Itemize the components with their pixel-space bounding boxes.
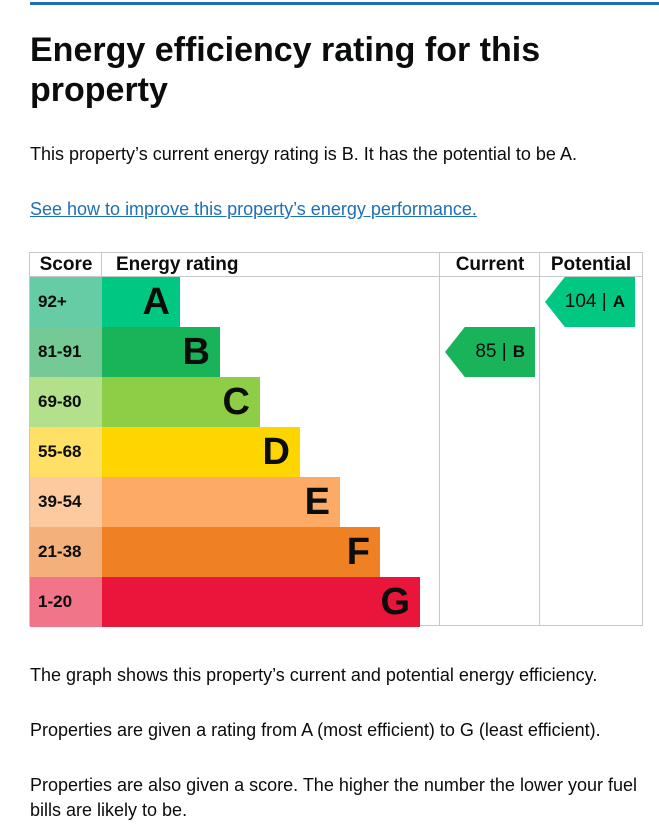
current-arrow: 85 | B bbox=[445, 327, 535, 377]
rating-bar: D bbox=[102, 427, 300, 477]
column-header: Potential bbox=[550, 254, 632, 275]
rating-bar: A bbox=[102, 277, 180, 327]
intro: This property’s current energy rating is… bbox=[30, 144, 577, 164]
rating-bar: G bbox=[102, 577, 420, 627]
score-range: 92+ bbox=[30, 277, 102, 327]
column-header: Energy rating bbox=[116, 254, 239, 275]
rating-bar: C bbox=[102, 377, 260, 427]
paragraph: Properties are also given a score. The h… bbox=[30, 775, 637, 820]
column-rule bbox=[539, 253, 540, 625]
score-range: 69-80 bbox=[30, 377, 102, 427]
paragraph: Properties are given a rating from A (mo… bbox=[30, 720, 601, 740]
potential-band: A bbox=[612, 292, 625, 311]
rating-table: Score Energy rating Current Potential 92+ A 81… bbox=[29, 252, 643, 627]
rating-bar: B bbox=[102, 327, 220, 377]
score-range: 81-91 bbox=[30, 327, 102, 377]
score-range: 55-68 bbox=[30, 427, 102, 477]
improve-link[interactable]: See how to improve this property’s energ… bbox=[30, 199, 477, 219]
score-range: 21-38 bbox=[30, 527, 102, 577]
potential-arrow: 104 | A bbox=[545, 277, 635, 327]
current-band: B bbox=[512, 342, 525, 361]
rating-bar: F bbox=[102, 527, 380, 577]
top-rule bbox=[30, 2, 659, 5]
column-rule bbox=[439, 253, 440, 625]
potential-score: 104 | bbox=[564, 291, 607, 312]
score-range: 1-20 bbox=[30, 577, 102, 627]
column-header: Current bbox=[455, 254, 525, 275]
page-title: Energy efficiency rating for this proper… bbox=[30, 31, 541, 109]
current-score: 85 | bbox=[475, 341, 507, 362]
column-header: Score bbox=[39, 254, 93, 275]
paragraph: The graph shows this property’s current … bbox=[30, 665, 598, 685]
header-rule bbox=[30, 276, 642, 277]
score-range: 39-54 bbox=[30, 477, 102, 527]
rating-bar: E bbox=[102, 477, 340, 527]
